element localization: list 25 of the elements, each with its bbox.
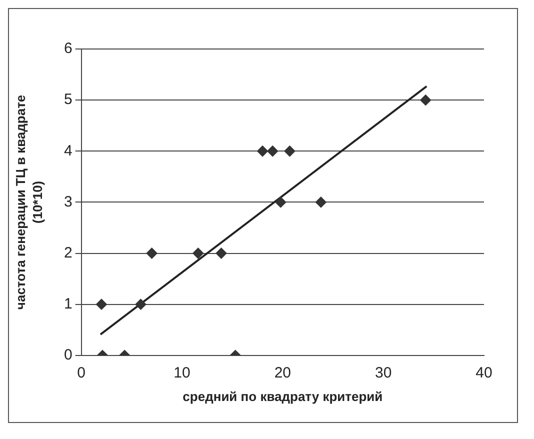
- point: [275, 196, 286, 208]
- point: [96, 298, 107, 310]
- y-tick-label: 2: [64, 244, 72, 262]
- y-tick-label: 6: [64, 40, 72, 58]
- x-tick-label: 10: [174, 364, 190, 382]
- point: [267, 146, 278, 157]
- point: [135, 298, 146, 310]
- x-axis-title: средний по квадрату критерий: [182, 388, 383, 404]
- y-tick-label: 4: [64, 142, 72, 160]
- x-tick-label: 0: [77, 364, 86, 382]
- point: [146, 248, 158, 259]
- x-tick-label: 30: [374, 364, 392, 382]
- y-tick-label: 1: [64, 295, 72, 312]
- point: [420, 94, 432, 106]
- y-axis-title: частота генерации ТЦ в квадрате (10*10): [13, 94, 45, 310]
- x-tick-label: 20: [274, 364, 292, 382]
- x-tick-label: 40: [476, 364, 492, 382]
- point: [216, 248, 227, 259]
- point: [284, 146, 296, 157]
- point: [257, 146, 268, 157]
- y-tick-label: 0: [64, 346, 72, 364]
- point: [315, 196, 326, 208]
- y-tick-label: 3: [64, 193, 72, 210]
- y-tick-label: 5: [64, 91, 72, 108]
- point: [192, 248, 204, 259]
